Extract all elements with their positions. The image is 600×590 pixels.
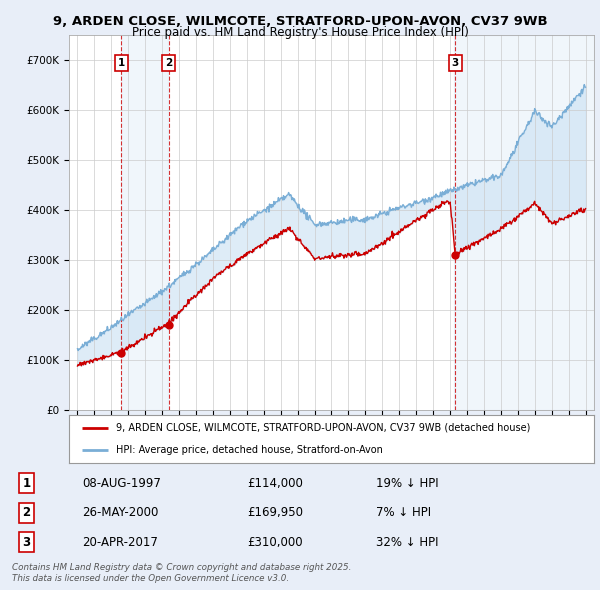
Text: 2: 2 <box>23 506 31 519</box>
Text: 26-MAY-2000: 26-MAY-2000 <box>82 506 159 519</box>
Bar <box>121 35 168 410</box>
Text: 9, ARDEN CLOSE, WILMCOTE, STRATFORD-UPON-AVON, CV37 9WB (detached house): 9, ARDEN CLOSE, WILMCOTE, STRATFORD-UPON… <box>116 423 530 433</box>
Text: HPI: Average price, detached house, Stratford-on-Avon: HPI: Average price, detached house, Stra… <box>116 445 383 455</box>
Text: 20-APR-2017: 20-APR-2017 <box>82 536 158 549</box>
Text: £310,000: £310,000 <box>247 536 303 549</box>
Text: 1: 1 <box>118 58 125 68</box>
Text: 32% ↓ HPI: 32% ↓ HPI <box>376 536 439 549</box>
Text: 3: 3 <box>23 536 31 549</box>
Bar <box>454 35 594 410</box>
Text: £169,950: £169,950 <box>247 506 303 519</box>
Text: 19% ↓ HPI: 19% ↓ HPI <box>376 477 439 490</box>
Text: 3: 3 <box>452 58 459 68</box>
Text: 2: 2 <box>165 58 173 68</box>
Text: Contains HM Land Registry data © Crown copyright and database right 2025.
This d: Contains HM Land Registry data © Crown c… <box>12 563 352 583</box>
Text: 7% ↓ HPI: 7% ↓ HPI <box>376 506 431 519</box>
Text: £114,000: £114,000 <box>247 477 303 490</box>
Text: 1: 1 <box>23 477 31 490</box>
Text: 08-AUG-1997: 08-AUG-1997 <box>82 477 161 490</box>
Text: Price paid vs. HM Land Registry's House Price Index (HPI): Price paid vs. HM Land Registry's House … <box>131 26 469 39</box>
Text: 9, ARDEN CLOSE, WILMCOTE, STRATFORD-UPON-AVON, CV37 9WB: 9, ARDEN CLOSE, WILMCOTE, STRATFORD-UPON… <box>53 15 547 28</box>
